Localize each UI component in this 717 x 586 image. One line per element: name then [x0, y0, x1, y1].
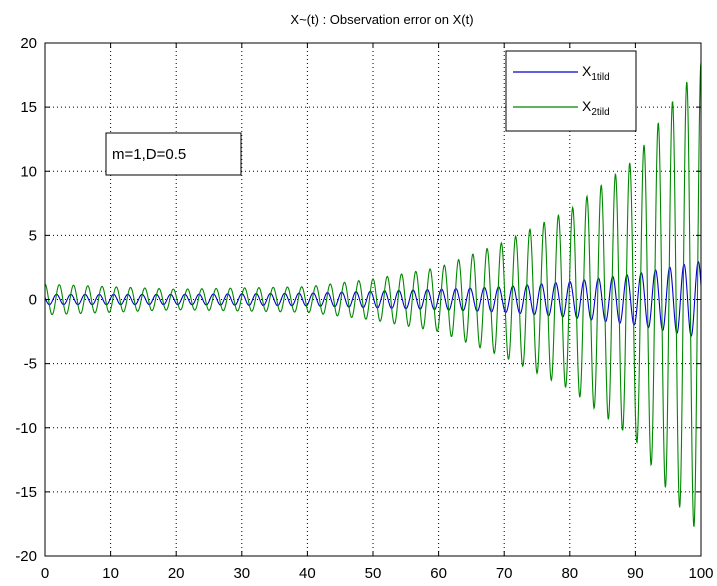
y-tick-label: -10	[15, 420, 37, 437]
x-tick-label: 20	[168, 565, 185, 582]
y-tick-label: -5	[24, 356, 37, 373]
legend-entry-x1tild: X1tild	[582, 63, 610, 83]
annotation-box: m=1,D=0.5	[105, 132, 242, 176]
y-tick-label: 5	[29, 227, 37, 244]
legend-entry-x2tild: X2tild	[582, 98, 610, 118]
y-tick-label: 10	[20, 163, 37, 180]
x-tick-label: 0	[41, 565, 49, 582]
x-tick-label: 50	[365, 565, 382, 582]
x-tick-label: 80	[561, 565, 578, 582]
y-tick-label: -15	[15, 484, 37, 501]
series-line-x2tild	[45, 62, 701, 527]
series-line-x1tild	[45, 261, 701, 338]
x-tick-label: 40	[299, 565, 316, 582]
y-tick-label: 15	[20, 99, 37, 116]
y-tick-label: 20	[20, 35, 37, 52]
x-tick-label: 30	[233, 565, 250, 582]
chart-title: X~(t) : Observation error on X(t)	[290, 12, 473, 27]
x-tick-label: 70	[496, 565, 513, 582]
x-tick-label: 10	[102, 565, 119, 582]
series-layer	[45, 62, 701, 527]
x-tick-label: 60	[430, 565, 447, 582]
y-tick-label: -20	[15, 548, 37, 565]
annotation-text: m=1,D=0.5	[112, 146, 186, 163]
legend-box	[505, 50, 637, 132]
tick-layer: 0 10 20 30 40 50 60 70 80 90 100 -20 -15 -10 -5 0 5 10 15 2…	[15, 35, 713, 582]
x-tick-label: 90	[627, 565, 644, 582]
y-tick-label: 0	[29, 292, 37, 309]
x-tick-label: 100	[688, 565, 713, 582]
legend: X1tild X2tild	[505, 50, 637, 132]
